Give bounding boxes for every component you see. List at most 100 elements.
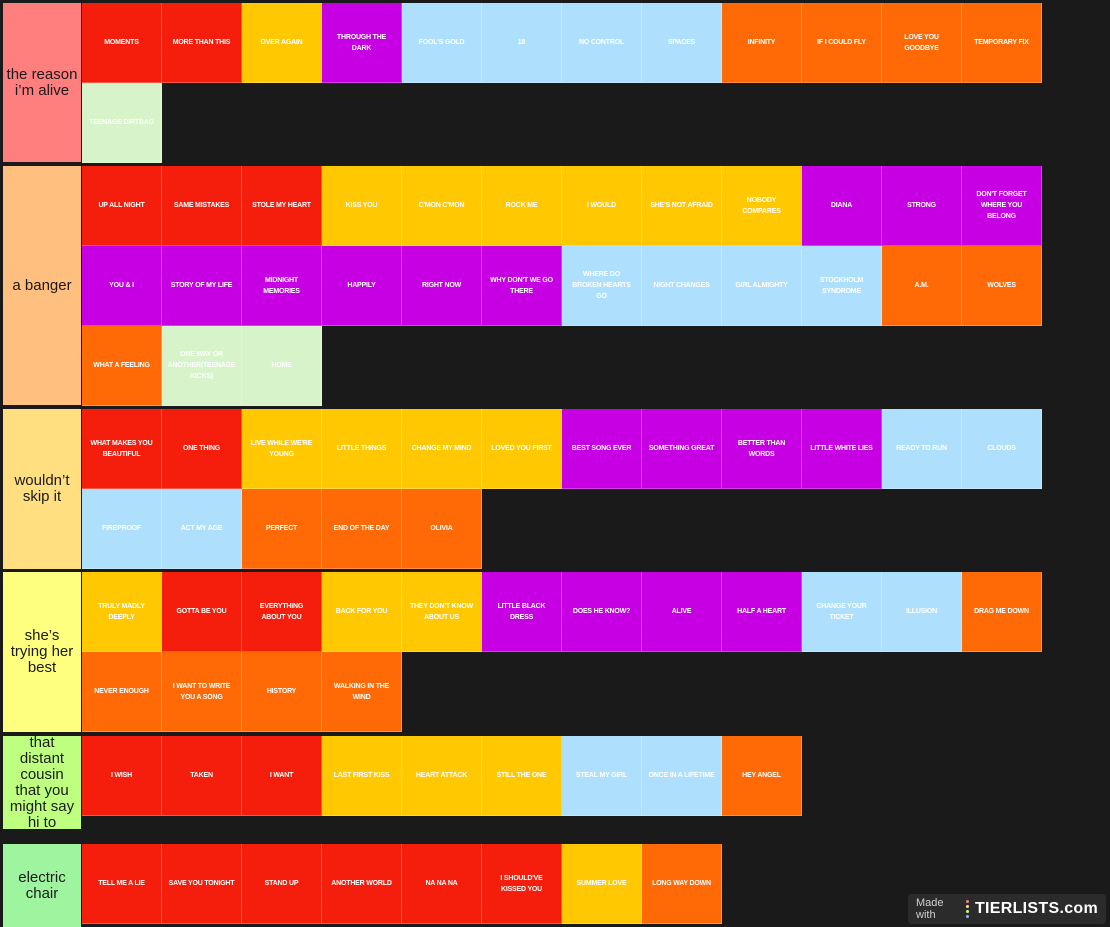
tier-item[interactable]: LOVE YOU GOODBYE (882, 3, 962, 83)
tier-item[interactable]: A.M. (882, 246, 962, 326)
tier-item[interactable]: YOU & I (82, 246, 162, 326)
tier-item[interactable]: ONE THING (162, 409, 242, 489)
tier-item[interactable]: THROUGH THE DARK (322, 3, 402, 83)
tier-item[interactable]: NA NA NA (402, 844, 482, 924)
tier-item[interactable]: STOLE MY HEART (242, 166, 322, 246)
tier-item[interactable]: I WOULD (562, 166, 642, 246)
tier-item[interactable]: LITTLE BLACK DRESS (482, 572, 562, 652)
tier-item[interactable]: ILLUSION (882, 572, 962, 652)
tier-item[interactable]: INFINITY (722, 3, 802, 83)
tier-item[interactable]: TRULY MADLY DEEPLY (82, 572, 162, 652)
tier-item[interactable]: TEMPORARY FIX (962, 3, 1042, 83)
tier-item[interactable]: SAVE YOU TONIGHT (162, 844, 242, 924)
tier-item[interactable]: STAND UP (242, 844, 322, 924)
tier-item[interactable]: SUMMER LOVE (562, 844, 642, 924)
tier-item[interactable]: I WANT (242, 736, 322, 816)
tier-item[interactable]: HAPPILY (322, 246, 402, 326)
tier-item[interactable]: STILL THE ONE (482, 736, 562, 816)
tier-item[interactable]: I WISH (82, 736, 162, 816)
tier-item[interactable]: FOOL'S GOLD (402, 3, 482, 83)
tier-item[interactable]: TAKEN (162, 736, 242, 816)
tier-label[interactable]: electric chair (3, 844, 81, 927)
tier-item[interactable]: READY TO RUN (882, 409, 962, 489)
tier-label[interactable]: that distant cousin that you might say h… (3, 734, 81, 830)
tier-item[interactable]: LITTLE WHITE LIES (802, 409, 882, 489)
tier-item[interactable]: STOCKHOLM SYNDROME (802, 246, 882, 326)
tier-item[interactable]: ROCK ME (482, 166, 562, 246)
tier-item[interactable]: ACT MY AGE (162, 489, 242, 569)
tier-item[interactable]: TELL ME A LIE (82, 844, 162, 924)
tier-item[interactable]: SAME MISTAKES (162, 166, 242, 246)
tier-item[interactable]: DIANA (802, 166, 882, 246)
tier-item[interactable]: 18 (482, 3, 562, 83)
tier-item[interactable]: RIGHT NOW (402, 246, 482, 326)
tier-item[interactable]: LONG WAY DOWN (642, 844, 722, 924)
tier-item[interactable]: STORY OF MY LIFE (162, 246, 242, 326)
tier-label[interactable]: the reason i’m alive (3, 3, 81, 162)
tier-item[interactable]: HEY ANGEL (722, 736, 802, 816)
tier-item[interactable]: HEART ATTACK (402, 736, 482, 816)
tier-item[interactable]: BACK FOR YOU (322, 572, 402, 652)
tier-item[interactable]: BEST SONG EVER (562, 409, 642, 489)
tier-item[interactable]: MIDNIGHT MEMORIES (242, 246, 322, 326)
tier-item[interactable]: OLIVIA (402, 489, 482, 569)
tier-item[interactable]: WHY DON'T WE GO THERE (482, 246, 562, 326)
tier-item[interactable]: CHANGE YOUR TICKET (802, 572, 882, 652)
tier-item[interactable]: LAST FIRST KISS (322, 736, 402, 816)
tier-item[interactable]: NOBODY COMPARES (722, 166, 802, 246)
tier-item[interactable]: WOLVES (962, 246, 1042, 326)
tier-item[interactable]: ONCE IN A LIFETIME (642, 736, 722, 816)
tier-item[interactable]: CHANGE MY MIND (402, 409, 482, 489)
tier-item[interactable]: ANOTHER WORLD (322, 844, 402, 924)
tier-row: wouldn’t skip it WHAT MAKES YOU BEAUTIFU… (0, 406, 1110, 569)
tier-item[interactable]: I SHOULD'VE KISSED YOU (482, 844, 562, 924)
tier-item[interactable]: NEVER ENOUGH (82, 652, 162, 732)
tier-item[interactable]: STEAL MY GIRL (562, 736, 642, 816)
tier-item[interactable]: MORE THAN THIS (162, 3, 242, 83)
tier-item[interactable]: GOTTA BE YOU (162, 572, 242, 652)
tier-item[interactable]: LITTLE THINGS (322, 409, 402, 489)
made-with-watermark[interactable]: Made with TIERLISTS.com (908, 894, 1106, 924)
tier-item[interactable]: PERFECT (242, 489, 322, 569)
tier-item[interactable]: SPACES (642, 3, 722, 83)
tier-label[interactable]: she’s trying her best (3, 572, 81, 732)
tier-item[interactable]: WHAT MAKES YOU BEAUTIFUL (82, 409, 162, 489)
tier-label[interactable]: wouldn’t skip it (3, 409, 81, 569)
tier-item[interactable]: IF I COULD FLY (802, 3, 882, 83)
tier-item[interactable]: UP ALL NIGHT (82, 166, 162, 246)
tier-item[interactable]: TEENAGE DIRTBAG (82, 83, 162, 163)
tier-item[interactable]: NO CONTROL (562, 3, 642, 83)
tier-item[interactable]: ONE WAY OR ANOTHER(TEENAGE KICKS) (162, 326, 242, 406)
tier-item[interactable]: WALKING IN THE WIND (322, 652, 402, 732)
tier-item[interactable]: OVER AGAIN (242, 3, 322, 83)
tier-item[interactable]: I WANT TO WRITE YOU A SONG (162, 652, 242, 732)
tier-item[interactable]: MOMENTS (82, 3, 162, 83)
tier-item[interactable]: END OF THE DAY (322, 489, 402, 569)
tier-item[interactable]: DOES HE KNOW? (562, 572, 642, 652)
made-with-text: Made with (916, 897, 944, 921)
tier-item[interactable]: HALF A HEART (722, 572, 802, 652)
tier-item[interactable]: C'MON C'MON (402, 166, 482, 246)
tier-item[interactable]: CLOUDS (962, 409, 1042, 489)
tier-item[interactable]: LOVED YOU FIRST (482, 409, 562, 489)
tier-item[interactable]: SOMETHING GREAT (642, 409, 722, 489)
tier-item[interactable]: NIGHT CHANGES (642, 246, 722, 326)
tier-item[interactable]: WHERE DO BROKEN HEARTS GO (562, 246, 642, 326)
tier-label[interactable]: a banger (3, 166, 81, 405)
tier-item[interactable]: THEY DON'T KNOW ABOUT US (402, 572, 482, 652)
tier-item[interactable]: KISS YOU (322, 166, 402, 246)
tier-item[interactable]: DON'T FORGET WHERE YOU BELONG (962, 166, 1042, 246)
tier-item[interactable]: HISTORY (242, 652, 322, 732)
tier-item[interactable]: WHAT A FEELING (82, 326, 162, 406)
tier-item[interactable]: BETTER THAN WORDS (722, 409, 802, 489)
tier-item[interactable]: SHE'S NOT AFRAID (642, 166, 722, 246)
tier-item[interactable]: ALIVE (642, 572, 722, 652)
tier-item[interactable]: FIREPROOF (82, 489, 162, 569)
tier-item[interactable]: DRAG ME DOWN (962, 572, 1042, 652)
tier-item[interactable]: GIRL ALMIGHTY (722, 246, 802, 326)
tier-item[interactable]: EVERYTHING ABOUT YOU (242, 572, 322, 652)
tier-item[interactable]: STRONG (882, 166, 962, 246)
tier-item[interactable]: LIVE WHILE WE'RE YOUNG (242, 409, 322, 489)
tier-item[interactable]: HOME (242, 326, 322, 406)
